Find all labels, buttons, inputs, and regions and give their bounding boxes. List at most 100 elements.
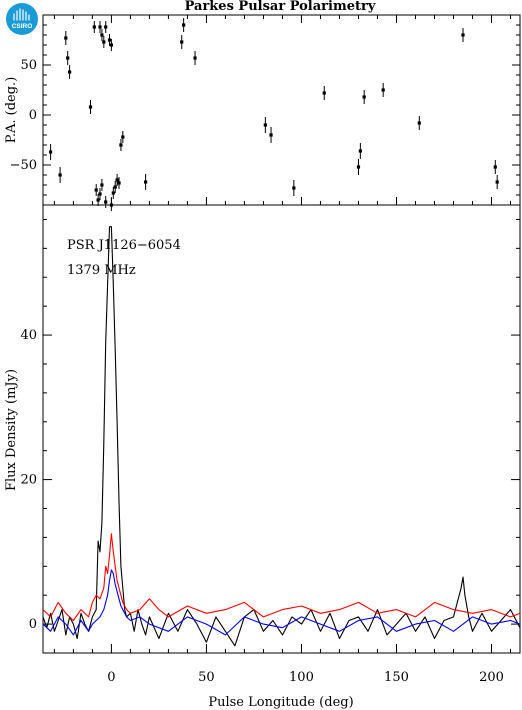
pa-marker — [100, 183, 104, 187]
pa-point — [109, 39, 114, 51]
pa-marker — [104, 200, 108, 204]
pa-point — [117, 177, 121, 189]
pa-marker — [92, 25, 96, 29]
pa-marker — [111, 191, 115, 195]
pa-y-tick-label: −50 — [10, 158, 37, 173]
pa-point — [121, 131, 125, 143]
pa-point — [94, 184, 98, 196]
pa-point — [68, 65, 72, 79]
pa-point — [362, 90, 366, 104]
pa-point — [356, 159, 361, 175]
pa-point — [115, 174, 119, 186]
flux-x-tick-label: 0 — [107, 670, 115, 685]
pa-point — [381, 83, 385, 97]
pa-point — [107, 34, 112, 46]
flux-x-tick-label: 150 — [384, 670, 409, 685]
flux-x-tick-label: 50 — [198, 670, 215, 685]
pa-marker — [94, 188, 98, 192]
pa-point — [322, 86, 326, 100]
pa-point — [64, 31, 68, 45]
pa-marker — [102, 40, 106, 44]
pa-point — [113, 181, 117, 193]
pa-marker — [292, 186, 296, 190]
pa-point — [100, 29, 104, 41]
pa-marker — [356, 165, 361, 169]
figure-title: Parkes Pulsar Polarimetry — [185, 0, 376, 14]
pa-marker — [109, 43, 114, 47]
flux-series-circular — [42, 569, 521, 636]
pa-marker — [193, 56, 197, 60]
pa-marker — [269, 133, 273, 137]
logo-wave-icon — [13, 8, 30, 21]
pa-marker — [417, 121, 421, 125]
pa-point — [263, 117, 267, 133]
pa-y-tick-label: 0 — [29, 108, 37, 123]
pa-point — [193, 51, 197, 65]
pa-marker — [263, 123, 267, 127]
flux-axis-ticks: 0 50 100 150 200 0 20 40 — [20, 218, 520, 685]
flux-profile-lines — [42, 226, 521, 647]
pa-marker — [493, 165, 497, 169]
pa-point — [292, 180, 296, 196]
pa-marker — [495, 180, 499, 184]
pa-marker — [180, 40, 184, 44]
pa-y-tick-label: 50 — [20, 58, 37, 73]
pa-marker — [64, 36, 68, 40]
pa-marker — [182, 23, 186, 27]
pa-marker — [66, 56, 70, 60]
pa-point — [98, 21, 102, 33]
pa-marker — [104, 25, 108, 29]
pa-marker — [88, 105, 93, 109]
pa-marker — [144, 180, 148, 184]
flux-y-axis-label: Flux Density (mJy) — [4, 369, 19, 491]
pa-point — [104, 196, 108, 208]
pa-marker — [58, 173, 62, 177]
annotation-frequency: 1379 MHz — [67, 263, 136, 278]
logo-text: CSIRO — [12, 23, 33, 30]
flux-panel-frame — [42, 204, 521, 654]
pa-point — [49, 144, 53, 160]
pa-marker — [461, 33, 465, 37]
flux-x-tick-label: 200 — [479, 670, 504, 685]
pa-marker — [49, 150, 53, 154]
pa-marker — [68, 70, 72, 74]
pa-point — [358, 143, 362, 159]
flux-y-tick-label: 40 — [20, 328, 37, 343]
flux-panel: 0 50 100 150 200 0 20 40 PSR J1126−6054 1379 MH… — [4, 204, 521, 710]
pa-axis-ticks: −50 0 50 — [10, 15, 520, 205]
pa-point — [144, 174, 148, 190]
pa-point — [119, 139, 123, 151]
pa-marker — [113, 185, 117, 189]
pa-marker — [322, 91, 326, 95]
pa-point — [96, 194, 100, 206]
pa-marker — [98, 192, 102, 196]
pa-point — [493, 160, 497, 174]
csiro-logo: CSIRO — [6, 3, 38, 35]
annotation-psr-name: PSR J1126−6054 — [67, 238, 181, 253]
pa-point — [66, 51, 70, 65]
pa-point — [58, 167, 62, 183]
pa-point — [104, 21, 108, 33]
pa-point — [417, 116, 421, 130]
pa-panel: −50 0 50 P.A. (deg.) — [4, 14, 521, 211]
flux-y-tick-label: 20 — [20, 473, 37, 488]
logo-circle — [6, 3, 38, 35]
flux-x-tick-label: 100 — [289, 670, 314, 685]
pa-marker — [381, 88, 385, 92]
pa-point — [269, 127, 273, 143]
pa-point — [180, 35, 184, 49]
pa-point — [111, 187, 115, 199]
pa-point — [100, 179, 104, 191]
pa-marker — [115, 178, 119, 182]
pa-marker — [121, 135, 125, 139]
pa-point — [92, 21, 96, 33]
pa-marker — [98, 25, 102, 29]
pa-marker — [96, 198, 100, 202]
pa-marker — [117, 181, 121, 185]
flux-y-tick-label: 0 — [29, 617, 37, 632]
pa-data-points — [49, 18, 499, 211]
pa-point — [88, 100, 93, 114]
pa-point — [495, 175, 499, 189]
pa-point — [182, 18, 186, 32]
pa-point — [98, 188, 102, 200]
